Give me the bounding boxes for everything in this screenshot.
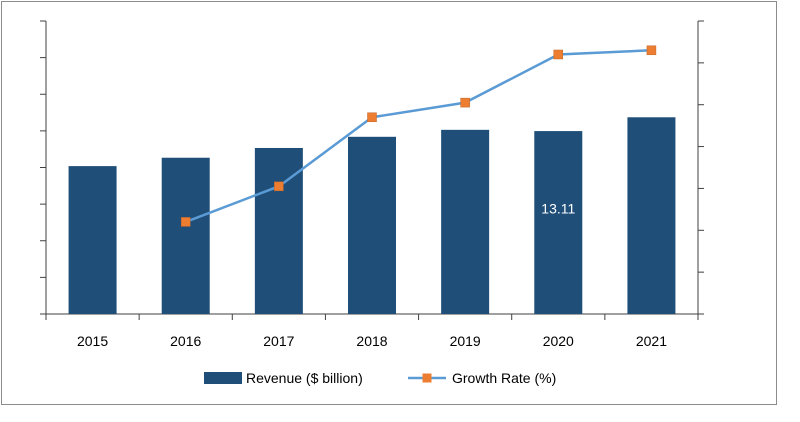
x-tick-label-2016: 2016 — [170, 333, 201, 349]
revenue-bar-2021 — [627, 117, 676, 315]
x-tick-label-2015: 2015 — [77, 333, 108, 349]
x-tick-label-2020: 2020 — [543, 333, 574, 349]
x-tick-label-2019: 2019 — [450, 333, 481, 349]
legend: Revenue ($ billion) Growth Rate (%) — [204, 370, 556, 386]
revenue-bar-2018 — [348, 136, 396, 314]
legend-label-revenue: Revenue ($ billion) — [246, 370, 363, 386]
x-tick-label-2018: 2018 — [356, 333, 387, 349]
revenue-bar-2019 — [441, 129, 490, 314]
x-tick-label-2021: 2021 — [636, 333, 667, 349]
labels-layer: 2015 2016 2017 2018 2019 2020 2021 13.11 — [77, 200, 667, 349]
legend-swatch-growth-marker — [422, 373, 432, 383]
data-label-2020: 13.11 — [541, 200, 575, 216]
legend-swatch-revenue — [204, 372, 242, 384]
growth-rate-line-layer — [180, 45, 657, 227]
growth-rate-line — [185, 49, 652, 224]
x-tick-label-2017: 2017 — [263, 333, 294, 349]
legend-label-growth-rate: Growth Rate (%) — [452, 370, 556, 386]
growth-rate-point-2020 — [553, 49, 564, 60]
growth-rate-point-2019 — [460, 97, 470, 108]
growth-rate-point-2016 — [180, 217, 191, 227]
revenue-bar-2015 — [68, 166, 117, 314]
revenue-bar-2016 — [161, 157, 210, 314]
growth-rate-point-2021 — [646, 45, 657, 56]
growth-rate-point-2017 — [274, 181, 284, 192]
revenue-bars — [68, 117, 676, 315]
chart-frame: 2015 2016 2017 2018 2019 2020 2021 13.11 Revenu… — [1, 1, 777, 405]
growth-rate-point-2018 — [367, 112, 377, 123]
combo-chart: 2015 2016 2017 2018 2019 2020 2021 13.11 Revenu… — [40, 20, 704, 386]
revenue-bar-2020 — [534, 131, 583, 314]
